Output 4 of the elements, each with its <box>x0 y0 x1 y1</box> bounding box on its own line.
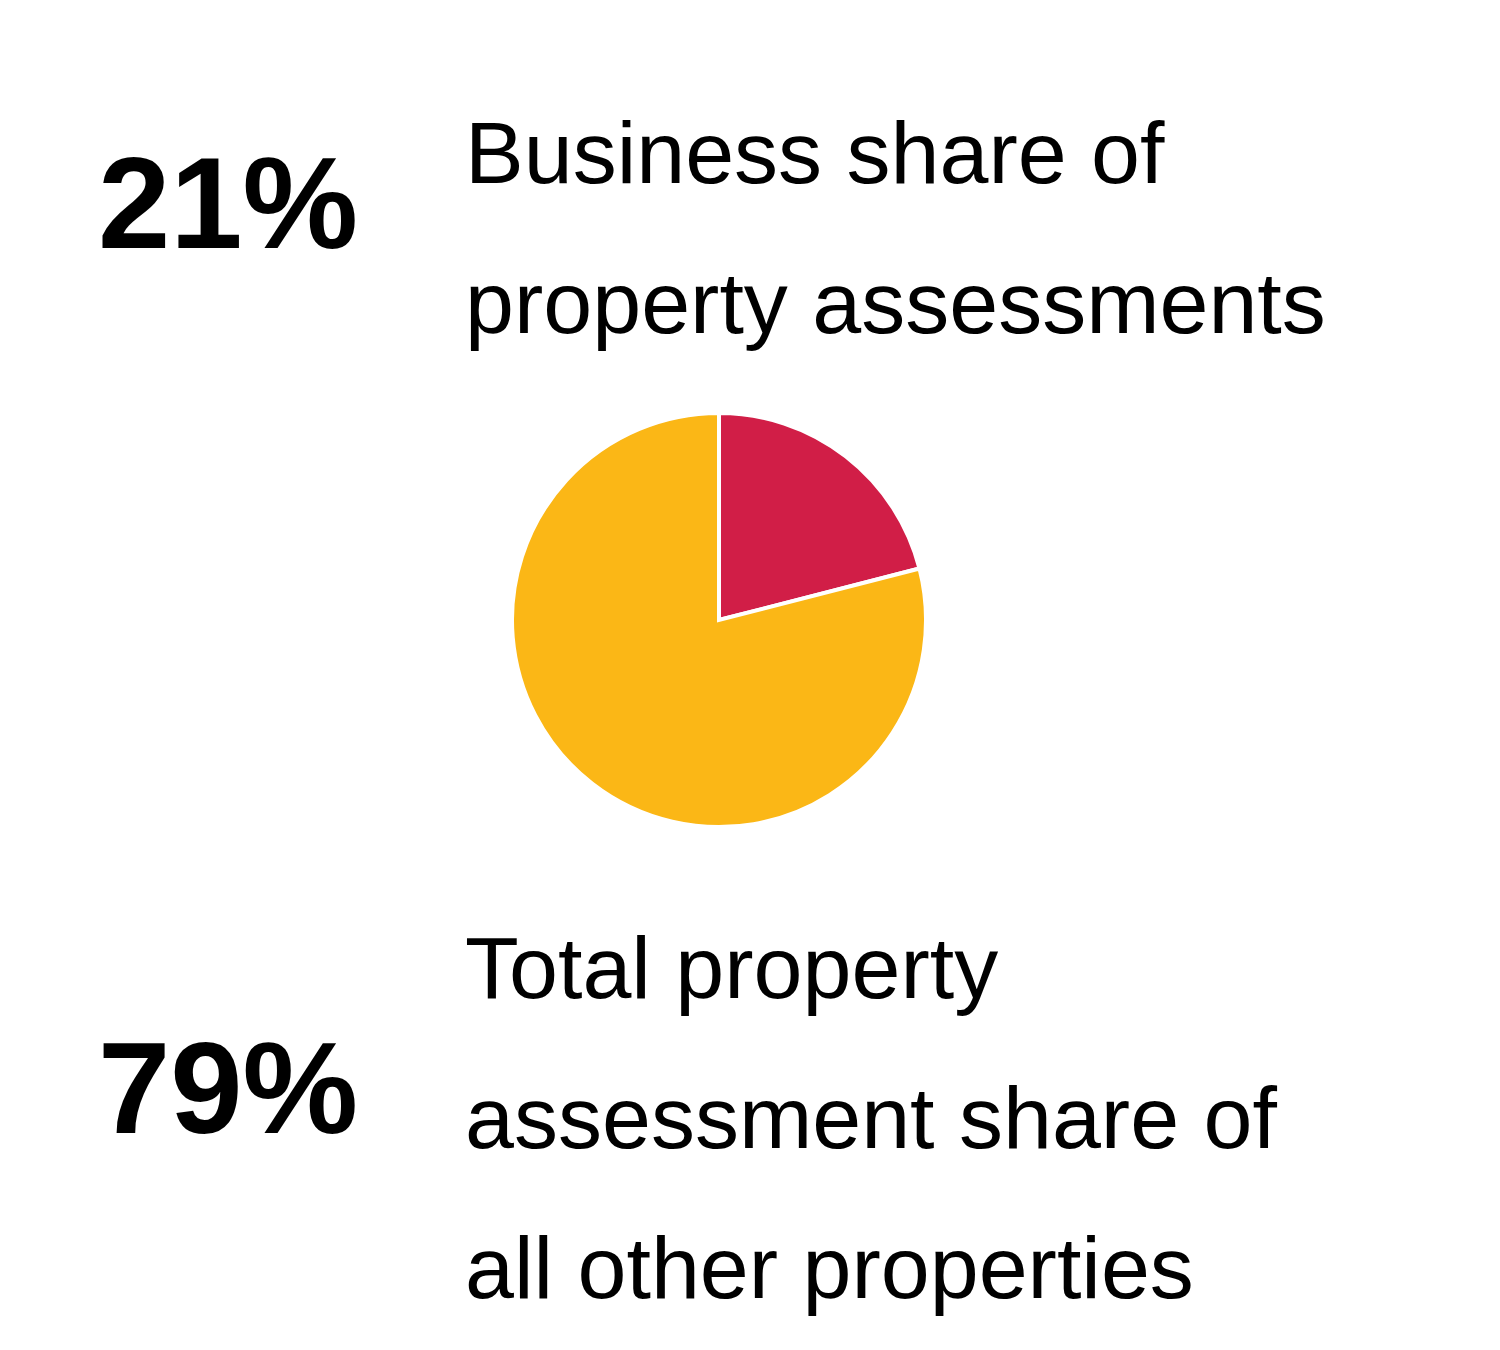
slice-label: Business share of property assessments <box>465 102 1327 354</box>
data-label: 79% <box>98 1015 359 1161</box>
slice-label: Total property assessment share of all other properties <box>465 917 1278 1319</box>
data-label: 21% <box>98 130 359 276</box>
